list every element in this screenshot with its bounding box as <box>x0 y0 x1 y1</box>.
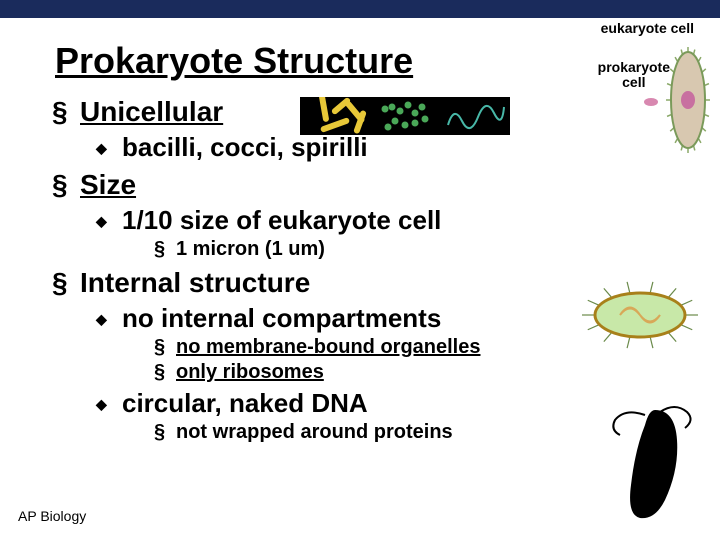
prokaryote-label-line2: cell <box>622 74 645 90</box>
prokaryote-large-icon <box>570 280 700 350</box>
bullet-micron: 1 micron (1 um) <box>176 238 720 261</box>
bullet-ribo: only ribosomes <box>176 361 720 384</box>
bullet-size: Size <box>80 169 720 201</box>
prokaryote-label-line1: prokaryote <box>598 59 670 75</box>
bullet-unicellular: Unicellular <box>80 96 720 128</box>
content-area: Unicellular bacilli, cocci, spirilli Siz… <box>0 82 720 444</box>
black-bacterium-icon <box>605 400 700 530</box>
bullet-shapes: bacilli, cocci, spirilli <box>122 132 720 163</box>
prokaryote-label: prokaryote cell <box>598 60 670 91</box>
top-bar <box>0 0 720 18</box>
eukaryote-label: eukaryote cell <box>601 20 694 36</box>
bullet-fraction: 1/10 size of eukaryote cell <box>122 205 720 236</box>
footer-text: AP Biology <box>18 508 86 524</box>
